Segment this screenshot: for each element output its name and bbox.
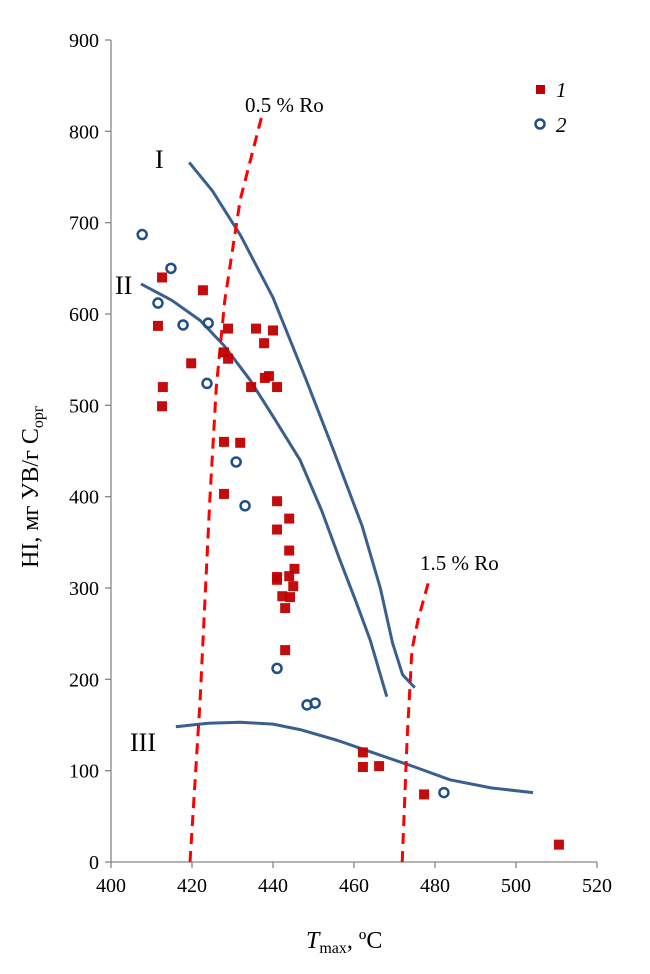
data-point-series-1 [246, 382, 257, 393]
data-point-series-2 [165, 262, 177, 275]
data-point-series-1 [259, 338, 270, 349]
data-point-series-1 [357, 762, 368, 773]
data-point-series-2 [438, 786, 450, 799]
data-point-series-1 [284, 545, 295, 556]
data-point-series-1 [272, 574, 283, 585]
curve-III [175, 720, 534, 795]
data-point-series-1 [197, 285, 208, 296]
x-tick-label: 420 [177, 875, 207, 897]
data-point-series-1 [218, 436, 229, 447]
data-point-series-2 [152, 297, 164, 309]
ro-label-0.5: 0.5 % Ro [245, 93, 324, 117]
data-point-series-1 [419, 789, 430, 800]
data-point-series-1 [285, 592, 296, 603]
y-tick-label: 400 [69, 487, 99, 509]
data-point-series-1 [357, 747, 368, 758]
data-point-series-2 [309, 697, 321, 709]
data-point-series-1 [157, 401, 168, 412]
curve-label-III: III [130, 728, 156, 757]
y-tick-label: 500 [69, 395, 99, 417]
curves [140, 114, 534, 863]
data-point-series-2 [230, 456, 242, 468]
data-point-series-1 [223, 353, 234, 364]
data-point-series-1 [218, 347, 229, 358]
y-tick-label: 800 [69, 121, 99, 143]
data-point-series-1 [280, 645, 291, 656]
data-point-series-1 [288, 581, 299, 592]
ro-label-1.5: 1.5 % Ro [420, 551, 499, 575]
points [136, 228, 564, 850]
y-tick-label: 0 [89, 852, 99, 874]
curve-label-II: II [115, 271, 132, 300]
data-point-series-1 [268, 325, 278, 336]
axes: 400 420 440 460 480 500 520 0 100 200 300 400 500 600… [69, 30, 612, 897]
legend-label-2: 2 [556, 113, 567, 137]
y-tick-label: 100 [69, 761, 99, 783]
legend: 1 2 [534, 78, 567, 137]
y-axis-label: HI, мг УВ/г Cорг [18, 405, 47, 568]
y-tick-label: 300 [69, 578, 99, 600]
legend-marker-2 [534, 118, 546, 130]
data-point-series-1 [157, 272, 168, 283]
data-point-series-1 [284, 513, 295, 524]
data-point-series-1 [553, 839, 564, 850]
y-tick-label: 600 [69, 304, 99, 326]
x-tick-label: 400 [96, 875, 126, 897]
x-tick-label: 520 [582, 875, 612, 897]
data-point-series-1 [280, 603, 291, 614]
curve-label-I: I [155, 145, 164, 174]
data-point-series-1 [223, 323, 234, 334]
data-point-series-1 [152, 320, 163, 331]
data-point-series-1 [235, 437, 246, 448]
legend-marker-1 [536, 85, 545, 94]
x-tick-label: 500 [501, 875, 531, 897]
data-point-series-1 [272, 382, 283, 393]
data-point-series-1 [284, 571, 295, 582]
y-tick-label: 700 [69, 213, 99, 235]
data-point-series-2 [239, 500, 251, 512]
curve-I [188, 161, 416, 689]
data-point-series-2 [201, 377, 213, 390]
y-tick-label: 900 [69, 30, 99, 52]
curve-II [140, 282, 389, 698]
ro-line-1 [400, 583, 430, 863]
data-point-series-1 [218, 488, 229, 499]
data-point-series-1 [186, 358, 197, 369]
data-point-series-1 [272, 524, 283, 535]
x-tick-label: 480 [420, 875, 450, 897]
data-point-series-1 [263, 371, 274, 382]
ro-line-0 [188, 114, 264, 863]
data-point-series-1 [374, 761, 385, 772]
data-point-series-1 [272, 496, 283, 507]
data-point-series-2 [202, 317, 214, 329]
x-axis-label: Tmax, ºC [306, 928, 382, 957]
data-point-series-2 [271, 662, 283, 675]
labels: 0.5 % Ro 1.5 % Ro I II III [115, 93, 499, 757]
data-point-series-1 [157, 382, 168, 393]
data-point-series-2 [136, 228, 148, 241]
legend-label-1: 1 [556, 78, 567, 102]
data-point-series-1 [289, 563, 300, 574]
data-point-series-1 [250, 323, 261, 334]
y-tick-label: 200 [69, 669, 99, 691]
data-point-series-1 [277, 591, 288, 602]
x-tick-label: 440 [258, 875, 288, 897]
data-point-series-2 [177, 319, 189, 331]
x-tick-label: 460 [339, 875, 369, 897]
